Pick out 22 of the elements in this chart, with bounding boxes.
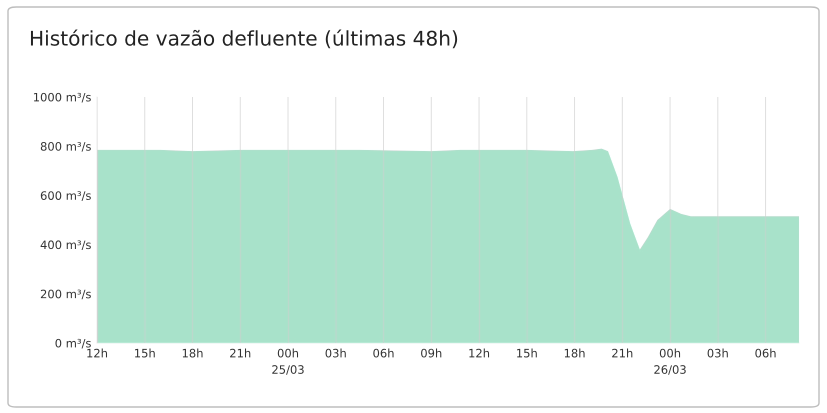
x-tick-label: 18h bbox=[182, 348, 203, 358]
x-tick-label: 21h bbox=[230, 348, 250, 358]
x-tick-label: 00h 26/03 bbox=[654, 348, 686, 375]
x-tick-label: 06h bbox=[755, 348, 776, 358]
x-tick-label: 15h bbox=[517, 348, 537, 358]
y-tick-label: 1000 m³/s bbox=[34, 92, 91, 102]
y-tick-label: 800 m³/s bbox=[40, 142, 91, 152]
x-tick-label: 06h bbox=[373, 348, 394, 358]
x-tick-label: 00h 25/03 bbox=[272, 348, 304, 375]
x-tick-label: 12h bbox=[87, 348, 108, 358]
x-tick-label: 18h bbox=[564, 348, 585, 358]
y-tick-label: 0 m³/s bbox=[55, 338, 91, 348]
x-tick-label: 15h bbox=[135, 348, 155, 358]
x-tick-label: 21h bbox=[612, 348, 632, 358]
x-tick-label: 09h bbox=[421, 348, 442, 358]
y-tick-label: 600 m³/s bbox=[40, 191, 91, 201]
x-tick-label: 03h bbox=[708, 348, 728, 358]
x-tick-label: 03h bbox=[326, 348, 346, 358]
y-tick-label: 200 m³/s bbox=[40, 290, 91, 300]
x-tick-label: 12h bbox=[469, 348, 490, 358]
y-tick-label: 400 m³/s bbox=[40, 240, 91, 250]
chart-title: Histórico de vazão defluente (últimas 48h) bbox=[30, 29, 458, 48]
